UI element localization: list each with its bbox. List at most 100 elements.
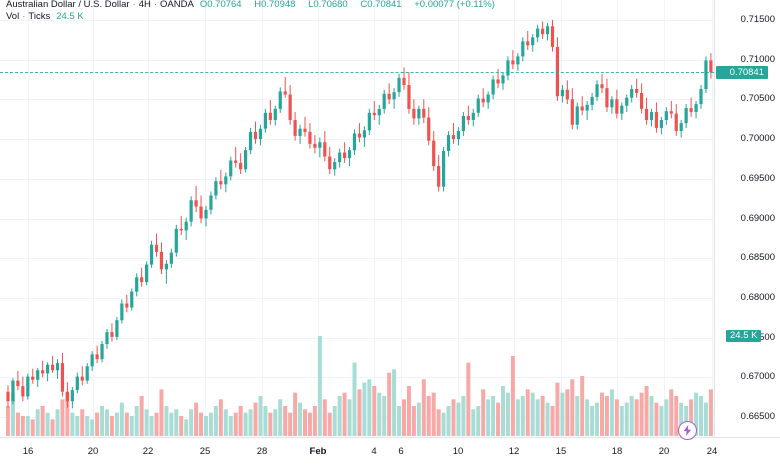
candle-body — [625, 97, 629, 106]
volume-bar — [174, 409, 179, 436]
candle-body — [199, 206, 203, 219]
candle-body — [575, 106, 579, 125]
volume-bar — [491, 396, 496, 436]
volume-bar — [535, 399, 540, 436]
volume-bar — [357, 389, 362, 436]
candle-body — [407, 85, 411, 109]
price-axis-tick: 0.68000 — [740, 292, 775, 303]
candle-body — [268, 112, 272, 120]
time-axis[interactable]: 16 20 22 25 28 Feb 4 6 10 12 15 18 20 24 — [0, 437, 780, 470]
candle-body — [204, 209, 208, 219]
candle-body — [278, 91, 282, 109]
candle-body — [288, 94, 292, 120]
candle-body — [397, 77, 401, 93]
volume-bar — [60, 399, 65, 436]
candle-body — [343, 152, 347, 159]
volume-bar — [169, 412, 174, 436]
volume-bar — [466, 362, 471, 436]
volume-bar — [50, 419, 55, 436]
replay-flash-icon[interactable] — [678, 421, 697, 440]
volume-bar — [397, 406, 402, 436]
current-price-badge[interactable]: 0.70841 — [716, 65, 768, 79]
volume-bar — [669, 389, 674, 436]
candle-body — [70, 390, 74, 402]
candle-body — [263, 112, 267, 129]
volume-max-badge[interactable]: 24.5 K — [726, 330, 762, 342]
candle-body — [105, 332, 109, 345]
gridline-horizontal — [0, 139, 714, 140]
candle-body — [6, 391, 10, 402]
volume-bar — [545, 402, 550, 436]
volume-bar — [109, 416, 114, 436]
candle-body — [362, 130, 366, 138]
candle-body — [189, 200, 193, 222]
candle-body — [526, 41, 530, 46]
candle-body — [140, 277, 144, 283]
candle-body — [486, 94, 490, 103]
gridline-horizontal — [0, 20, 714, 21]
price-axis[interactable]: 0.71500 0.71000 0.70500 0.70000 0.69500 0.690… — [714, 0, 780, 437]
volume-bar — [619, 406, 624, 436]
candle-body — [367, 112, 371, 131]
candle-body — [541, 28, 545, 35]
candle-body — [442, 150, 446, 187]
volume-bar — [679, 402, 684, 436]
candle-body — [402, 77, 406, 86]
volume-bar — [307, 412, 312, 436]
candle-body — [635, 88, 639, 93]
candle-body — [709, 60, 713, 73]
candle-body — [461, 116, 465, 132]
volume-bar — [372, 386, 377, 436]
volume-bar — [451, 399, 456, 436]
time-axis-tick: 20 — [658, 446, 670, 457]
candle-body — [644, 108, 649, 120]
volume-bar — [377, 392, 382, 436]
candle-body — [135, 277, 139, 292]
volume-bar — [402, 399, 406, 436]
gridline-horizontal — [0, 99, 714, 100]
price-axis-tick: 0.70000 — [740, 133, 775, 144]
candle-body — [674, 113, 678, 132]
volume-bar — [387, 372, 392, 436]
candle-body — [125, 303, 129, 308]
candle-body — [377, 108, 381, 116]
volume-bar — [600, 392, 604, 436]
volume-bar — [664, 399, 669, 436]
volume-bar — [293, 392, 298, 436]
time-axis-tick: 6 — [398, 446, 404, 457]
candle-body — [555, 46, 560, 97]
volume-bar — [367, 379, 372, 436]
candle-body — [214, 181, 218, 196]
candle-body — [387, 93, 391, 100]
candle-body — [303, 128, 307, 132]
candle-body — [412, 108, 416, 119]
candle-body — [308, 131, 312, 144]
volume-bar — [689, 399, 694, 436]
volume-bar — [238, 406, 243, 436]
volume-bar — [100, 406, 105, 436]
gridline-horizontal — [0, 219, 714, 220]
volume-bar — [40, 406, 45, 436]
volume-bar — [317, 336, 322, 436]
volume-bar — [540, 396, 545, 436]
candle-body — [481, 98, 485, 103]
volume-bar — [273, 409, 278, 436]
candle-body — [545, 26, 550, 35]
volume-bar — [189, 409, 194, 436]
price-axis-tick: 0.68500 — [740, 252, 775, 263]
gridline-vertical — [148, 0, 149, 437]
time-axis-tick: 25 — [199, 446, 211, 457]
gridline-vertical — [458, 0, 459, 437]
volume-bar — [35, 409, 40, 436]
chart-plot-area[interactable] — [0, 0, 714, 437]
candle-body — [610, 99, 614, 108]
candle-body — [46, 364, 50, 374]
price-axis-tick: 0.69000 — [740, 213, 775, 224]
candle-body — [422, 108, 426, 118]
candle-body — [620, 105, 624, 114]
candle-body — [293, 119, 297, 136]
gridline-horizontal — [0, 377, 714, 378]
candle-body — [100, 344, 104, 360]
candle-body — [392, 92, 396, 100]
candle-body — [689, 108, 693, 113]
